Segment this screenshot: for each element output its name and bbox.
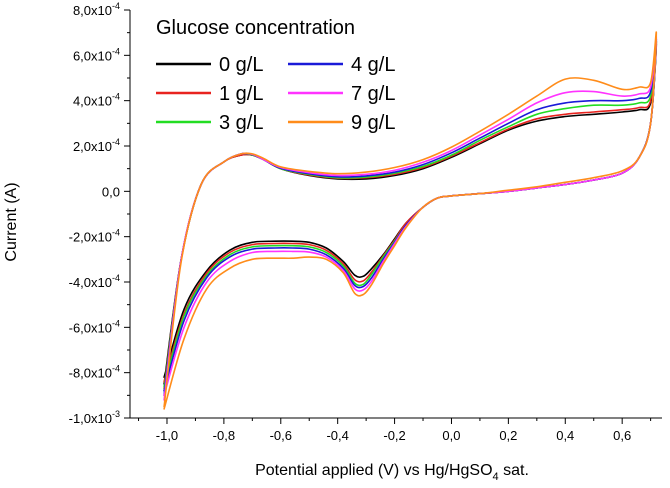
axes xyxy=(129,10,662,419)
y-tick-label: -6,0x10-4 xyxy=(69,318,120,335)
x-tick-label: 0,4 xyxy=(556,428,574,443)
legend-label: 7 g/L xyxy=(351,83,395,105)
legend-title: Glucose concentration xyxy=(156,17,355,39)
legend: Glucose concentration 0 g/L 1 g/L 3 g/L 4 g… xyxy=(156,17,395,134)
y-tick-label: -8,0x10-4 xyxy=(69,364,120,381)
y-tick-exponent: -3 xyxy=(112,409,120,419)
x-tick-label: -0,8 xyxy=(213,428,235,443)
y-tick-label: 0,0 xyxy=(102,184,120,199)
x-tick-label: -0,6 xyxy=(270,428,292,443)
x-axis-title: Potential applied (V) vs Hg/HgSO4 sat. xyxy=(255,462,529,483)
y-tick-label: 4,0x10-4 xyxy=(73,92,120,109)
x-tick-label: -0,2 xyxy=(383,428,405,443)
y-axis-title: Current (A) xyxy=(3,182,20,261)
y-tick-label: 6,0x10-4 xyxy=(73,46,120,63)
x-axis-title-subscript: 4 xyxy=(493,471,499,483)
y-tick-label: -4,0x10-4 xyxy=(69,273,120,290)
x-axis-ticks: -1,0 -0,8 -0,6 -0,4 -0,2 0,0 0,2 0,4 0,6 xyxy=(138,418,652,443)
y-tick-label: 2,0x10-4 xyxy=(73,137,120,154)
y-tick-mantissa: -6,0x10 xyxy=(69,320,112,335)
legend-label: 9 g/L xyxy=(351,112,395,134)
legend-label: 0 g/L xyxy=(219,54,263,76)
legend-entries: 0 g/L 1 g/L 3 g/L 4 g/L 7 g/L 9 g/L xyxy=(156,54,395,134)
legend-label: 3 g/L xyxy=(219,112,263,134)
y-tick-mantissa: 6,0x10 xyxy=(73,48,112,63)
y-tick-mantissa: -4,0x10 xyxy=(69,275,112,290)
x-axis-title-main: Potential applied (V) vs Hg/HgSO xyxy=(255,462,492,479)
y-tick-exponent: -4 xyxy=(112,137,120,147)
y-tick-mantissa: -1,0x10 xyxy=(69,411,112,426)
y-tick-exponent: -4 xyxy=(112,92,120,102)
y-tick-label: 8,0x10-4 xyxy=(73,1,120,18)
y-tick-exponent: -4 xyxy=(112,318,120,328)
y-tick-mantissa: 8,0x10 xyxy=(73,3,112,18)
y-tick-mantissa: 4,0x10 xyxy=(73,94,112,109)
y-tick-mantissa: -8,0x10 xyxy=(69,366,112,381)
x-tick-label: -0,4 xyxy=(326,428,348,443)
y-tick-exponent: -4 xyxy=(112,273,120,283)
series-line-5 xyxy=(163,31,658,410)
y-tick-label: -1,0x10-3 xyxy=(69,409,120,426)
x-axis-title-suffix: sat. xyxy=(499,462,529,479)
x-tick-label: -1,0 xyxy=(156,428,178,443)
x-tick-label: 0,0 xyxy=(442,428,460,443)
y-tick-exponent: -4 xyxy=(112,1,120,11)
series-curves xyxy=(163,31,658,410)
legend-label: 1 g/L xyxy=(219,83,263,105)
y-tick-label: -2,0x10-4 xyxy=(69,228,120,245)
y-tick-mantissa: 2,0x10 xyxy=(73,139,112,154)
y-tick-mantissa: 0,0 xyxy=(102,184,120,199)
y-tick-exponent: -4 xyxy=(112,228,120,238)
y-tick-exponent: -4 xyxy=(112,46,120,56)
y-axis-ticks: 8,0x10-46,0x10-44,0x10-42,0x10-40,0-2,0x… xyxy=(69,1,130,426)
x-tick-label: 0,6 xyxy=(613,428,631,443)
legend-label: 4 g/L xyxy=(351,54,395,76)
y-tick-mantissa: -2,0x10 xyxy=(69,230,112,245)
x-tick-label: 0,2 xyxy=(499,428,517,443)
y-tick-exponent: -4 xyxy=(112,364,120,374)
